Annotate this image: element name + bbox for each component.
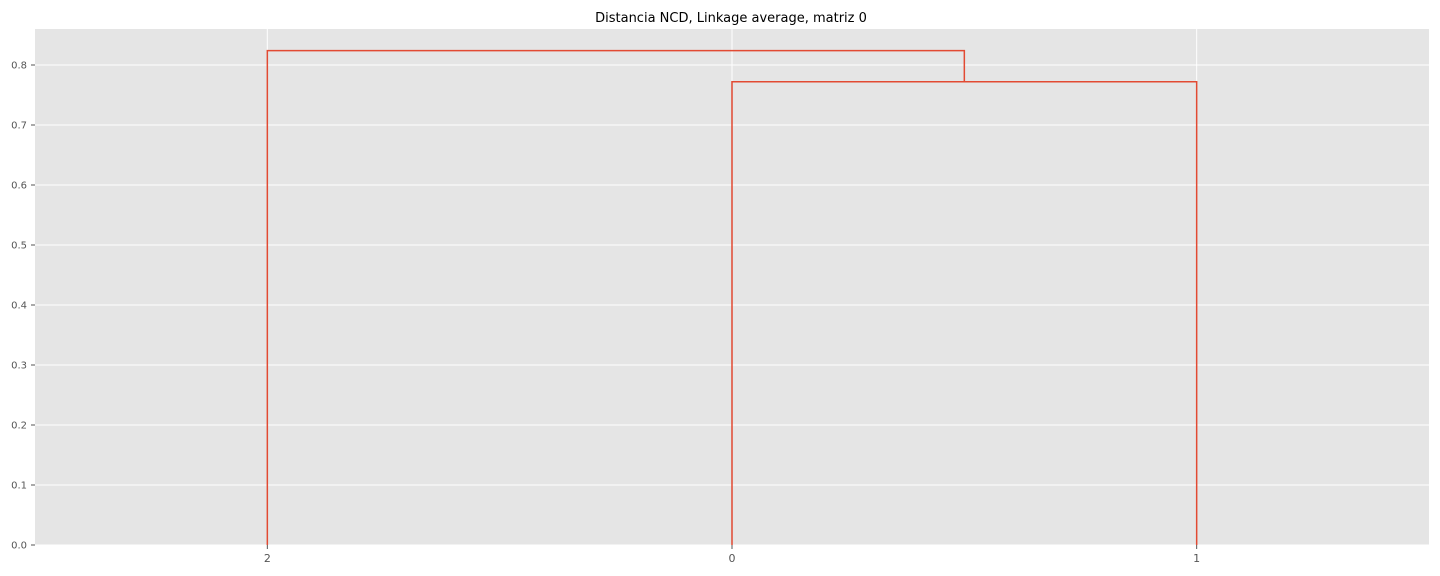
x-axis: 2 0 1 xyxy=(264,545,1200,565)
y-tick-label: 0.5 xyxy=(11,241,27,252)
y-tick-label: 0.1 xyxy=(11,481,27,492)
y-axis: 0.0 0.1 0.2 0.3 0.4 0.5 0.6 0.7 0.8 xyxy=(11,61,35,552)
x-tick-label: 0 xyxy=(729,552,736,565)
x-tick-label: 1 xyxy=(1193,552,1200,565)
y-tick-label: 0.3 xyxy=(11,361,27,372)
y-tick-label: 0.4 xyxy=(11,301,27,312)
x-tick-label: 2 xyxy=(264,552,271,565)
y-tick-label: 0.6 xyxy=(11,181,27,192)
y-tick-label: 0.7 xyxy=(11,121,27,132)
dendrogram-link-1 xyxy=(266,49,966,545)
chart-title: Distancia NCD, Linkage average, matriz 0 xyxy=(595,11,867,26)
y-tick-label: 0.2 xyxy=(11,421,27,432)
dendrogram-links xyxy=(266,49,1198,545)
y-tick-label: 0.0 xyxy=(11,541,27,552)
y-tick-label: 0.8 xyxy=(11,61,27,72)
